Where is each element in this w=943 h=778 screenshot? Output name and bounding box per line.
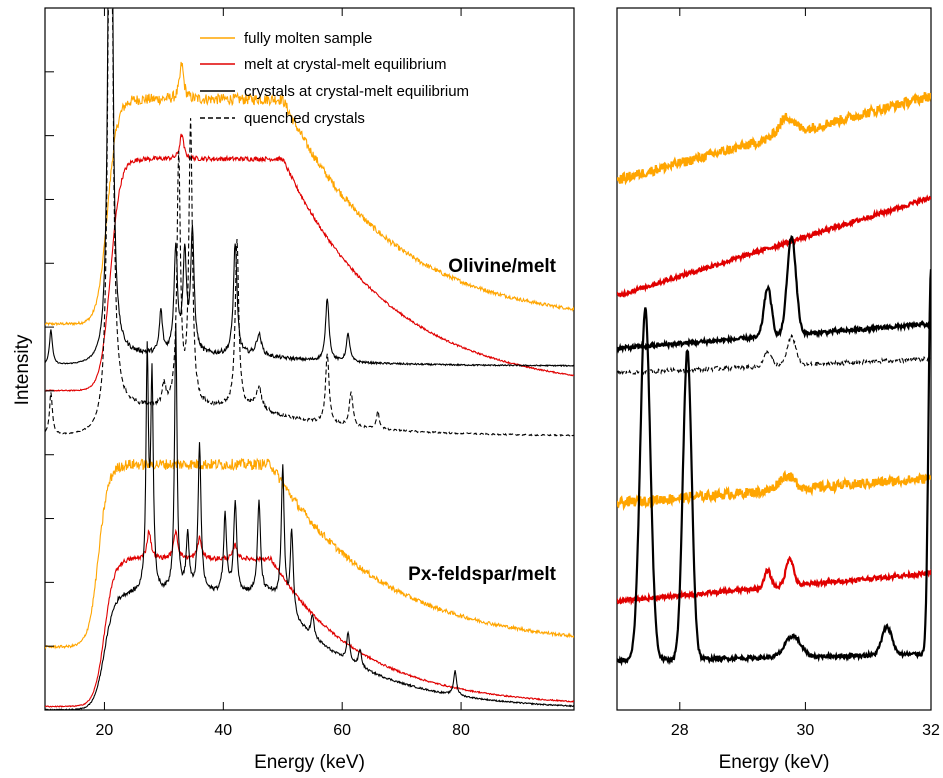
left-series-line-0 bbox=[45, 61, 574, 327]
legend-label-crystals-equilibrium: crystals at crystal-melt equilibrium bbox=[244, 83, 469, 100]
right-x-tick-label: 32 bbox=[922, 722, 940, 739]
left-x-tick-label: 20 bbox=[96, 722, 114, 739]
legend-label-melt-equilibrium: melt at crystal-melt equilibrium bbox=[244, 56, 447, 73]
left-plot-area bbox=[45, 8, 574, 710]
right-series-line-0 bbox=[617, 91, 931, 186]
annotation-px-feldspar-melt: Px-feldspar/melt bbox=[408, 564, 556, 585]
left-x-tick-label: 40 bbox=[214, 722, 232, 739]
right-x-tick-label: 30 bbox=[797, 722, 815, 739]
left-panel-frame bbox=[44, 7, 575, 711]
legend-label-fully-molten: fully molten sample bbox=[244, 30, 372, 47]
right-series-line-2 bbox=[617, 234, 931, 354]
right-series-line-4 bbox=[617, 469, 931, 511]
left-series-line-2 bbox=[45, 8, 574, 368]
right-x-ticks: 28 30 32 bbox=[671, 8, 940, 739]
y-ticks bbox=[45, 71, 54, 711]
left-series-line-1 bbox=[45, 133, 574, 392]
y-axis-label: Intensity bbox=[12, 334, 33, 405]
left-series-line-6 bbox=[45, 322, 574, 710]
left-series-line-5 bbox=[45, 528, 574, 708]
right-plot-area bbox=[617, 91, 931, 667]
left-series-line-4 bbox=[45, 457, 574, 650]
right-series-line-3 bbox=[617, 334, 931, 377]
annotation-olivine-melt: Olivine/melt bbox=[448, 256, 556, 277]
left-x-tick-label: 60 bbox=[333, 722, 351, 739]
right-x-tick-label: 28 bbox=[671, 722, 689, 739]
right-series-line-6 bbox=[617, 269, 931, 667]
right-series-line-1 bbox=[617, 194, 931, 298]
legend: fully molten sample melt at crystal-melt… bbox=[200, 30, 469, 127]
left-x-ticks: 20 40 60 80 bbox=[96, 8, 470, 739]
right-x-axis-label: Energy (keV) bbox=[719, 752, 830, 773]
right-series-line-5 bbox=[617, 555, 931, 606]
legend-label-quenched-crystals: quenched crystals bbox=[244, 110, 365, 127]
left-series-line-3 bbox=[45, 8, 574, 437]
right-panel-frame bbox=[616, 7, 932, 711]
left-x-tick-label: 80 bbox=[452, 722, 470, 739]
left-x-axis-label: Energy (keV) bbox=[254, 752, 365, 773]
